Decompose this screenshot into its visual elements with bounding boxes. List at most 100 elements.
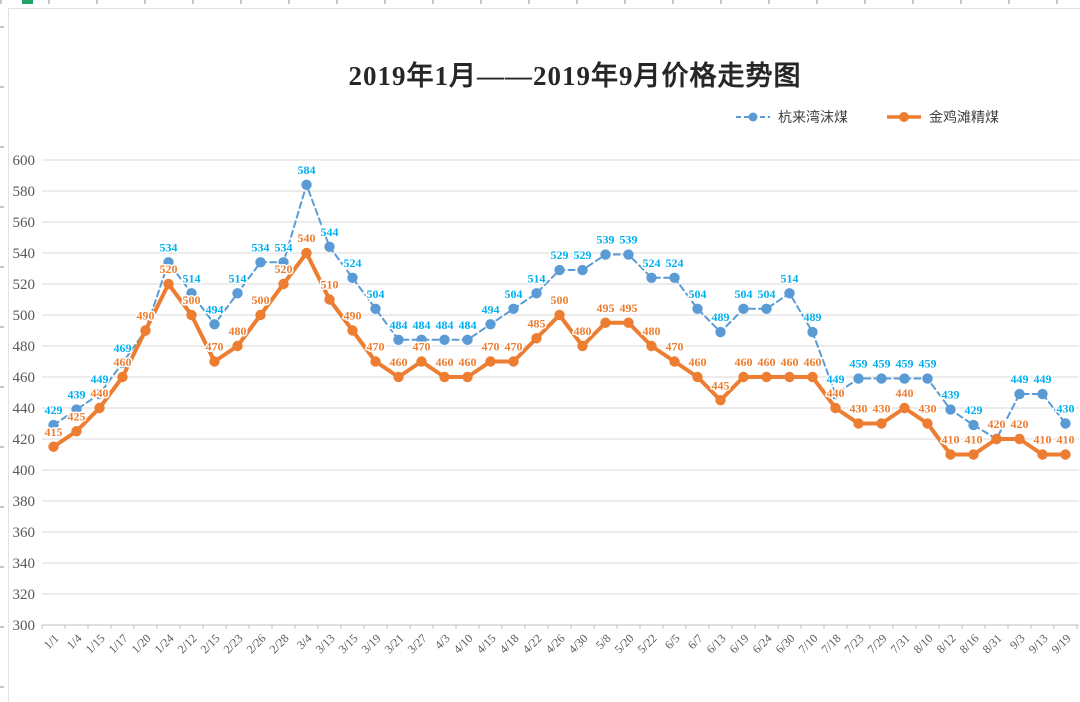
svg-text:340: 340: [13, 556, 36, 572]
svg-text:415: 415: [45, 425, 63, 439]
svg-text:425: 425: [68, 409, 86, 423]
svg-text:7/29: 7/29: [865, 631, 890, 656]
svg-text:430: 430: [850, 402, 868, 416]
solid-line-marker-icon: [887, 112, 921, 122]
svg-text:2/12: 2/12: [175, 631, 200, 656]
svg-text:3/21: 3/21: [382, 631, 407, 656]
svg-text:470: 470: [482, 340, 500, 354]
svg-text:520: 520: [13, 277, 36, 293]
legend-label-jinjitan: 金鸡滩精煤: [929, 111, 999, 126]
svg-text:430: 430: [873, 402, 891, 416]
svg-text:500: 500: [13, 308, 36, 324]
svg-text:524: 524: [643, 256, 661, 270]
svg-text:440: 440: [827, 386, 845, 400]
svg-text:504: 504: [735, 287, 753, 301]
svg-text:4/3: 4/3: [432, 631, 453, 652]
legend-item-jinjitan[interactable]: 金鸡滩精煤: [886, 107, 999, 127]
svg-text:504: 504: [367, 287, 385, 301]
svg-text:429: 429: [965, 403, 983, 417]
svg-text:529: 529: [574, 248, 592, 262]
svg-text:420: 420: [988, 417, 1006, 431]
svg-text:3/13: 3/13: [313, 631, 338, 656]
svg-text:489: 489: [804, 310, 822, 324]
svg-text:449: 449: [1034, 372, 1052, 386]
svg-text:484: 484: [413, 318, 431, 332]
svg-text:470: 470: [206, 340, 224, 354]
svg-text:8/16: 8/16: [957, 631, 982, 656]
svg-text:490: 490: [137, 309, 155, 323]
svg-text:3/27: 3/27: [405, 631, 430, 656]
svg-text:460: 460: [13, 370, 36, 386]
svg-text:504: 504: [689, 287, 707, 301]
svg-text:460: 460: [758, 355, 776, 369]
svg-text:4/30: 4/30: [566, 631, 591, 656]
svg-text:430: 430: [1057, 402, 1075, 416]
svg-text:534: 534: [275, 240, 293, 254]
excel-column-ticks: [0, 0, 1080, 4]
svg-text:5/20: 5/20: [612, 631, 637, 656]
svg-text:480: 480: [229, 324, 247, 338]
svg-text:520: 520: [275, 262, 293, 276]
svg-text:459: 459: [850, 357, 868, 371]
svg-text:8/31: 8/31: [980, 631, 1005, 656]
svg-text:460: 460: [735, 355, 753, 369]
svg-text:1/20: 1/20: [129, 631, 154, 656]
svg-text:6/7: 6/7: [685, 631, 706, 652]
svg-text:540: 540: [298, 231, 316, 245]
svg-text:504: 504: [505, 287, 523, 301]
svg-text:460: 460: [781, 355, 799, 369]
svg-text:7/31: 7/31: [888, 631, 913, 656]
legend-item-hanglaiwan[interactable]: 杭来湾沫煤: [735, 107, 848, 127]
svg-text:4/10: 4/10: [451, 631, 476, 656]
svg-text:7/18: 7/18: [819, 631, 844, 656]
svg-text:2/26: 2/26: [244, 631, 269, 656]
svg-text:5/22: 5/22: [635, 631, 660, 656]
svg-text:600: 600: [13, 153, 36, 169]
svg-text:480: 480: [574, 324, 592, 338]
svg-text:500: 500: [551, 293, 569, 307]
svg-text:300: 300: [13, 618, 36, 634]
svg-text:449: 449: [827, 372, 845, 386]
svg-text:534: 534: [252, 240, 270, 254]
svg-text:520: 520: [160, 262, 178, 276]
svg-text:470: 470: [367, 340, 385, 354]
svg-text:430: 430: [919, 402, 937, 416]
svg-text:360: 360: [13, 525, 36, 541]
dashed-line-marker-icon: [736, 112, 770, 122]
chart-area[interactable]: [9, 9, 1080, 702]
svg-text:480: 480: [13, 339, 36, 355]
chart-border-left: [8, 8, 9, 702]
svg-text:460: 460: [390, 355, 408, 369]
svg-text:2/23: 2/23: [221, 631, 246, 656]
svg-text:4/22: 4/22: [520, 631, 545, 656]
svg-text:2/15: 2/15: [198, 631, 223, 656]
svg-text:544: 544: [321, 225, 339, 239]
svg-text:5/8: 5/8: [593, 631, 614, 652]
svg-text:3/4: 3/4: [294, 631, 315, 652]
svg-text:490: 490: [344, 309, 362, 323]
svg-text:4/15: 4/15: [474, 631, 499, 656]
svg-text:9/19: 9/19: [1049, 631, 1074, 656]
svg-text:460: 460: [689, 355, 707, 369]
svg-text:494: 494: [482, 302, 500, 316]
svg-text:480: 480: [643, 324, 661, 338]
svg-text:1/24: 1/24: [152, 631, 177, 656]
svg-text:460: 460: [436, 355, 454, 369]
svg-text:4/26: 4/26: [543, 631, 568, 656]
chart-border-top: [8, 8, 1080, 9]
svg-text:440: 440: [91, 386, 109, 400]
svg-text:410: 410: [965, 433, 983, 447]
svg-text:490: 490: [137, 309, 155, 323]
svg-text:6/19: 6/19: [727, 631, 752, 656]
svg-text:1/17: 1/17: [106, 631, 131, 656]
svg-text:420: 420: [1011, 417, 1029, 431]
chart-title[interactable]: 2019年1月——2019年9月价格走势图: [348, 61, 802, 91]
svg-text:514: 514: [229, 271, 247, 285]
svg-text:504: 504: [758, 287, 776, 301]
svg-text:420: 420: [988, 417, 1006, 431]
svg-text:459: 459: [919, 357, 937, 371]
svg-text:6/13: 6/13: [704, 631, 729, 656]
svg-text:500: 500: [252, 293, 270, 307]
